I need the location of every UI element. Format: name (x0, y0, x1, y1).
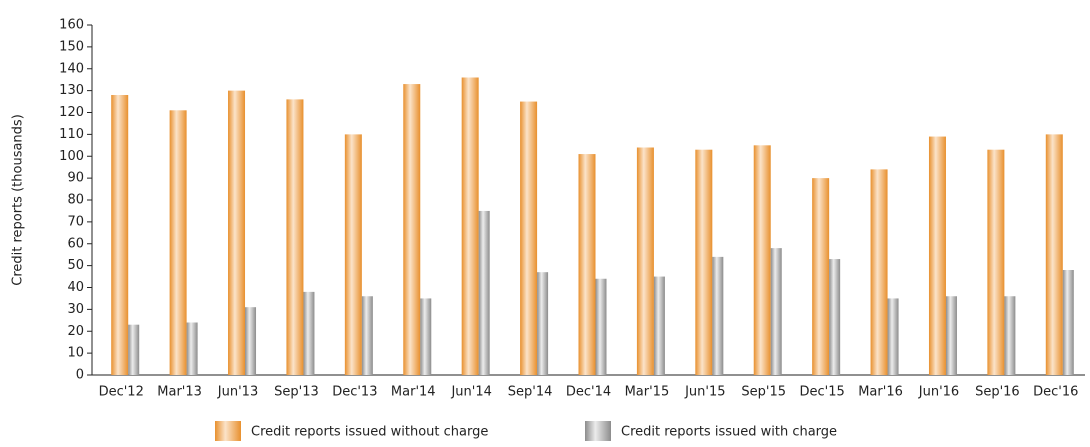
bar (128, 324, 140, 375)
bar (228, 90, 246, 375)
x-tick-label: Dec'16 (1033, 385, 1078, 400)
y-tick-label: 160 (59, 18, 84, 33)
y-tick-label: 150 (59, 39, 84, 54)
bar (111, 95, 129, 375)
y-axis-label: Credit reports (thousands) (11, 114, 26, 286)
legend-label: Credit reports issued with charge (621, 425, 837, 440)
x-tick-label: Dec'13 (332, 385, 377, 400)
bar (636, 147, 654, 375)
bar (712, 256, 724, 375)
y-tick-label: 30 (67, 302, 84, 317)
bar (987, 149, 1005, 375)
bar (945, 296, 957, 375)
x-tick-label: Mar'16 (858, 385, 903, 400)
bar (169, 110, 187, 375)
y-tick-label: 90 (67, 171, 84, 186)
bar (812, 178, 830, 375)
legend-swatch (215, 421, 241, 441)
bar (595, 278, 607, 375)
bar (461, 77, 479, 375)
bar (344, 134, 362, 375)
bar (303, 291, 315, 375)
bar (361, 296, 373, 375)
y-tick-label: 60 (67, 236, 84, 251)
x-tick-label: Mar'15 (625, 385, 670, 400)
bar (870, 169, 888, 375)
x-tick-label: Mar'13 (157, 385, 202, 400)
x-tick-label: Dec'14 (566, 385, 611, 400)
bar (753, 145, 771, 375)
x-tick-label: Jun'15 (684, 385, 725, 400)
bar (286, 99, 304, 375)
x-tick-label: Jun'14 (450, 385, 491, 400)
y-tick-label: 110 (59, 127, 84, 142)
y-tick-label: 20 (67, 324, 84, 339)
bar (1062, 270, 1074, 375)
x-tick-label: Sep'15 (741, 385, 786, 400)
bar (537, 272, 549, 375)
bar (520, 101, 538, 375)
x-tick-label: Sep'16 (975, 385, 1020, 400)
y-tick-label: 100 (59, 149, 84, 164)
bar (478, 210, 490, 375)
y-tick-label: 0 (76, 368, 84, 383)
x-tick-label: Sep'14 (508, 385, 553, 400)
legend-label: Credit reports issued without charge (251, 425, 488, 440)
bar (578, 154, 596, 375)
x-tick-label: Dec'15 (800, 385, 845, 400)
x-tick-label: Jun'16 (918, 385, 959, 400)
bar (420, 298, 432, 375)
bar (770, 248, 782, 375)
bar (928, 136, 946, 375)
x-tick-label: Sep'13 (274, 385, 319, 400)
x-tick-label: Dec'12 (99, 385, 144, 400)
y-tick-label: 50 (67, 258, 84, 273)
bar (403, 84, 421, 375)
bar (1045, 134, 1063, 375)
legend-swatch (585, 421, 611, 441)
y-tick-label: 70 (67, 214, 84, 229)
bar (245, 307, 257, 375)
bar (186, 322, 198, 375)
y-tick-label: 130 (59, 83, 84, 98)
bar (695, 149, 713, 375)
y-tick-label: 140 (59, 61, 84, 76)
bar (887, 298, 899, 375)
y-tick-label: 80 (67, 193, 84, 208)
y-tick-label: 10 (67, 346, 84, 361)
bar (1004, 296, 1016, 375)
y-tick-label: 120 (59, 105, 84, 120)
y-tick-label: 40 (67, 280, 84, 295)
bar (653, 276, 665, 375)
x-tick-label: Mar'14 (391, 385, 436, 400)
bar (829, 259, 841, 375)
x-tick-label: Jun'13 (217, 385, 258, 400)
